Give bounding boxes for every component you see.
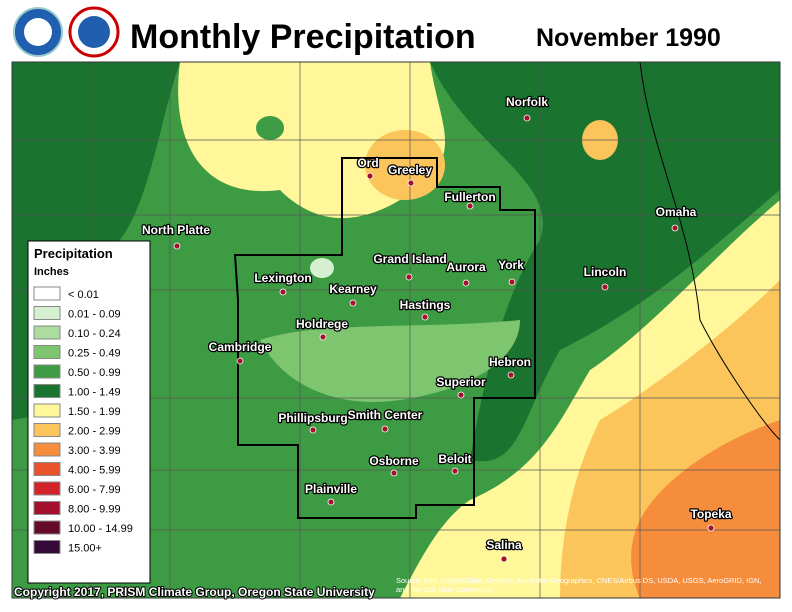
city-label: Hebron — [489, 355, 531, 369]
date: November 1990 — [536, 24, 721, 52]
city-dot — [236, 357, 244, 365]
source-box: Source: Esri, DigitalGlobe, GeoEye, Eart… — [396, 576, 762, 594]
legend-label: 1.00 - 1.49 — [68, 387, 121, 399]
legend-swatch — [33, 384, 61, 398]
source: Source: Esri, DigitalGlobe, GeoEye, Eart… — [396, 576, 762, 594]
legend: Precipitation Inches < 0.01 0.01 - 0.09 0.… — [27, 240, 151, 584]
legend-label: 4.00 - 5.99 — [68, 465, 121, 477]
legend-label: 2.00 - 2.99 — [68, 426, 121, 438]
legend-swatch — [33, 540, 61, 554]
city-dot — [421, 313, 429, 321]
city-dot — [319, 333, 327, 341]
legend-swatch — [33, 501, 61, 515]
city-dot — [457, 391, 465, 399]
legend-label: 15.00+ — [68, 543, 102, 555]
city-dot — [508, 278, 516, 286]
city-dot — [309, 426, 317, 434]
city-label: Kearney — [329, 282, 377, 296]
city-dot — [451, 467, 459, 475]
legend-label: 0.25 - 0.49 — [68, 348, 121, 360]
city-label: Salina — [486, 538, 522, 552]
legend-units: Inches — [34, 266, 69, 278]
legend-label: 1.50 - 1.99 — [68, 406, 121, 418]
legend-label: 0.50 - 0.99 — [68, 367, 121, 379]
city-label: Norfolk — [506, 95, 548, 109]
region-outline — [233, 157, 536, 519]
credit: Copyright 2017, PRISM Climate Group, Ore… — [14, 585, 375, 599]
city-label: Cambridge — [209, 340, 272, 354]
city-label: Smith Center — [348, 408, 423, 422]
city-label: Phillipsburg — [278, 411, 347, 425]
legend-swatch — [33, 442, 61, 457]
legend-label: 0.10 - 0.24 — [68, 328, 121, 340]
legend-swatch — [33, 286, 61, 301]
city-dot — [349, 299, 357, 307]
title: Monthly Precipitation — [130, 18, 476, 56]
city-label: Lexington — [254, 271, 311, 285]
city-label: Greeley — [388, 163, 432, 177]
city-label: Superior — [436, 375, 486, 389]
cities: Ord Greeley Norfolk Fullerton North Platte Om… — [141, 94, 733, 563]
city-label: Hastings — [400, 298, 451, 312]
city-label: Fullerton — [444, 190, 495, 204]
city-dot — [407, 179, 415, 187]
map-frame — [11, 61, 781, 599]
legend-swatch — [33, 364, 61, 379]
city-dot — [381, 425, 389, 433]
city-label: Omaha — [656, 205, 697, 219]
city-label: Beloit — [438, 452, 471, 466]
city-dot — [327, 498, 335, 506]
city-label: Plainville — [305, 482, 357, 496]
river — [639, 61, 781, 441]
logos — [13, 6, 120, 58]
city-dot — [671, 224, 679, 232]
legend-swatch — [33, 306, 61, 320]
city-label: Aurora — [446, 260, 486, 274]
legend-label: 10.00 - 14.99 — [68, 523, 133, 535]
city-dot — [405, 273, 413, 281]
legend-swatch — [33, 325, 61, 340]
city-dot — [523, 114, 531, 122]
city-dot — [466, 202, 474, 210]
legend-swatch — [33, 403, 61, 418]
city-dot — [500, 555, 508, 563]
city-label: Ord — [357, 156, 378, 170]
legend-label: 0.01 - 0.09 — [68, 309, 121, 321]
legend-label: 8.00 - 9.99 — [68, 504, 121, 516]
legend-title: Precipitation — [34, 246, 113, 261]
legend-swatch — [33, 520, 61, 535]
city-label: Lincoln — [584, 265, 627, 279]
city-dot — [601, 283, 609, 291]
city-dot — [507, 371, 515, 379]
city-dot — [462, 279, 470, 287]
city-label: Osborne — [369, 454, 419, 468]
legend-label: 3.00 - 3.99 — [68, 445, 121, 457]
city-dot — [366, 172, 374, 180]
city-label: Topeka — [690, 507, 731, 521]
legend-swatch — [33, 345, 61, 359]
legend-swatch — [33, 423, 61, 437]
legend-label: 6.00 - 7.99 — [68, 484, 121, 496]
city-dot — [279, 288, 287, 296]
city-label: North Platte — [142, 223, 210, 237]
legend-swatch — [33, 481, 61, 496]
city-dot — [390, 469, 398, 477]
city-label: York — [498, 258, 524, 272]
city-dot — [173, 242, 181, 250]
city-label: Holdrege — [296, 317, 348, 331]
legend-label: < 0.01 — [68, 289, 99, 301]
city-dot — [707, 524, 715, 532]
city-label: Grand Island — [373, 252, 446, 266]
legend-swatch — [33, 462, 61, 476]
